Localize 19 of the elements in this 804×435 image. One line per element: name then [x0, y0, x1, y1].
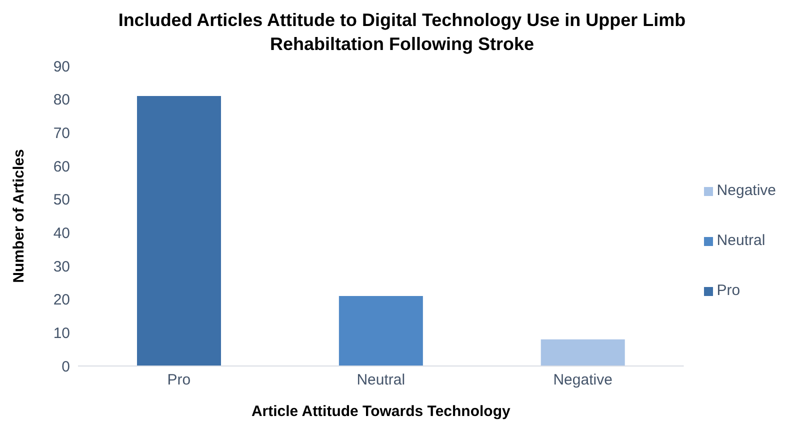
y-tick-label: 40 [53, 224, 70, 242]
y-tick-label: 90 [53, 58, 70, 76]
x-tick-label: Negative [553, 372, 612, 389]
legend-label: Pro [716, 282, 740, 299]
legend-label: Negative [716, 182, 776, 199]
x-tick-label: Neutral [356, 372, 406, 389]
y-tick-label: 30 [53, 258, 70, 276]
y-tick-label: 50 [53, 192, 70, 209]
y-tick-label: 20 [53, 292, 70, 309]
y-tick-label: 60 [53, 158, 70, 176]
y-tick-label: 0 [62, 358, 70, 376]
x-axis-title: Article Attitude Towards Technology [251, 403, 512, 420]
y-tick-label: 10 [53, 324, 70, 342]
legend-label: Neutral [716, 232, 766, 249]
y-tick-label: 80 [53, 92, 70, 109]
chart-title: Included Articles Attitude to Digital Technology Use in Upper Limb Rehabiltation Following Stroke [117, 9, 687, 56]
y-tick-label: 70 [53, 124, 70, 142]
y-axis-title: Number of Articles [10, 149, 28, 283]
x-tick-label: Pro [167, 372, 191, 389]
